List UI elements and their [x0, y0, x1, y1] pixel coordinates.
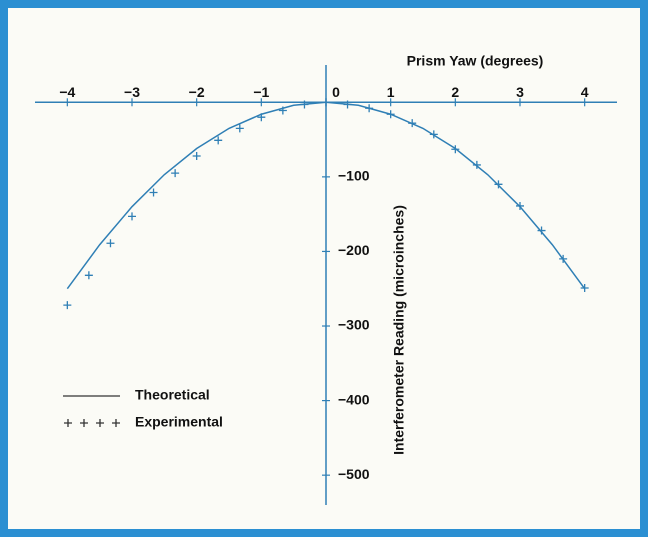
x-tick-label: −4: [59, 84, 75, 100]
data-point: [235, 124, 244, 133]
data-point: [171, 169, 180, 178]
data-point: [537, 226, 546, 235]
y-tick-label: −500: [338, 466, 370, 482]
data-point: [429, 130, 438, 139]
x-tick-label: 2: [451, 84, 459, 100]
data-point: [214, 136, 223, 145]
x-tick-label: 0: [332, 84, 340, 100]
data-point: [472, 160, 481, 169]
x-tick-label: 3: [516, 84, 524, 100]
legend-symbol: [80, 419, 88, 427]
x-tick-label: −1: [253, 84, 269, 100]
y-tick-label: −200: [338, 242, 370, 258]
data-point: [106, 239, 115, 248]
y-tick-label: −100: [338, 168, 370, 184]
legend-label: Theoretical: [135, 387, 210, 403]
data-point: [278, 106, 287, 115]
data-point: [84, 271, 93, 280]
data-point: [192, 151, 201, 160]
data-point: [559, 254, 568, 263]
data-point: [494, 180, 503, 189]
legend-symbol: [112, 419, 120, 427]
data-point: [149, 188, 158, 197]
data-point: [580, 283, 589, 292]
legend-label: Experimental: [135, 414, 223, 430]
data-point: [128, 212, 136, 221]
legend-symbol: [64, 419, 72, 427]
x-axis-label: Prism Yaw (degrees): [407, 53, 544, 69]
x-tick-label: −3: [124, 84, 140, 100]
data-point: [63, 301, 72, 310]
data-point: [451, 145, 460, 154]
data-point: [516, 201, 524, 210]
y-axis-label: Interferometer Reading (microinches): [391, 205, 407, 455]
data-point: [257, 113, 266, 122]
x-tick-label: 1: [387, 84, 395, 100]
data-point: [408, 119, 417, 128]
x-tick-label: −2: [189, 84, 205, 100]
data-point: [322, 98, 330, 107]
data-point: [386, 110, 395, 119]
data-point: [300, 100, 309, 109]
y-tick-label: −400: [338, 391, 370, 407]
y-tick-label: −300: [338, 317, 370, 333]
legend-symbol: [96, 419, 104, 427]
data-point: [343, 100, 352, 109]
data-point: [365, 104, 374, 113]
x-tick-label: 4: [581, 84, 589, 100]
